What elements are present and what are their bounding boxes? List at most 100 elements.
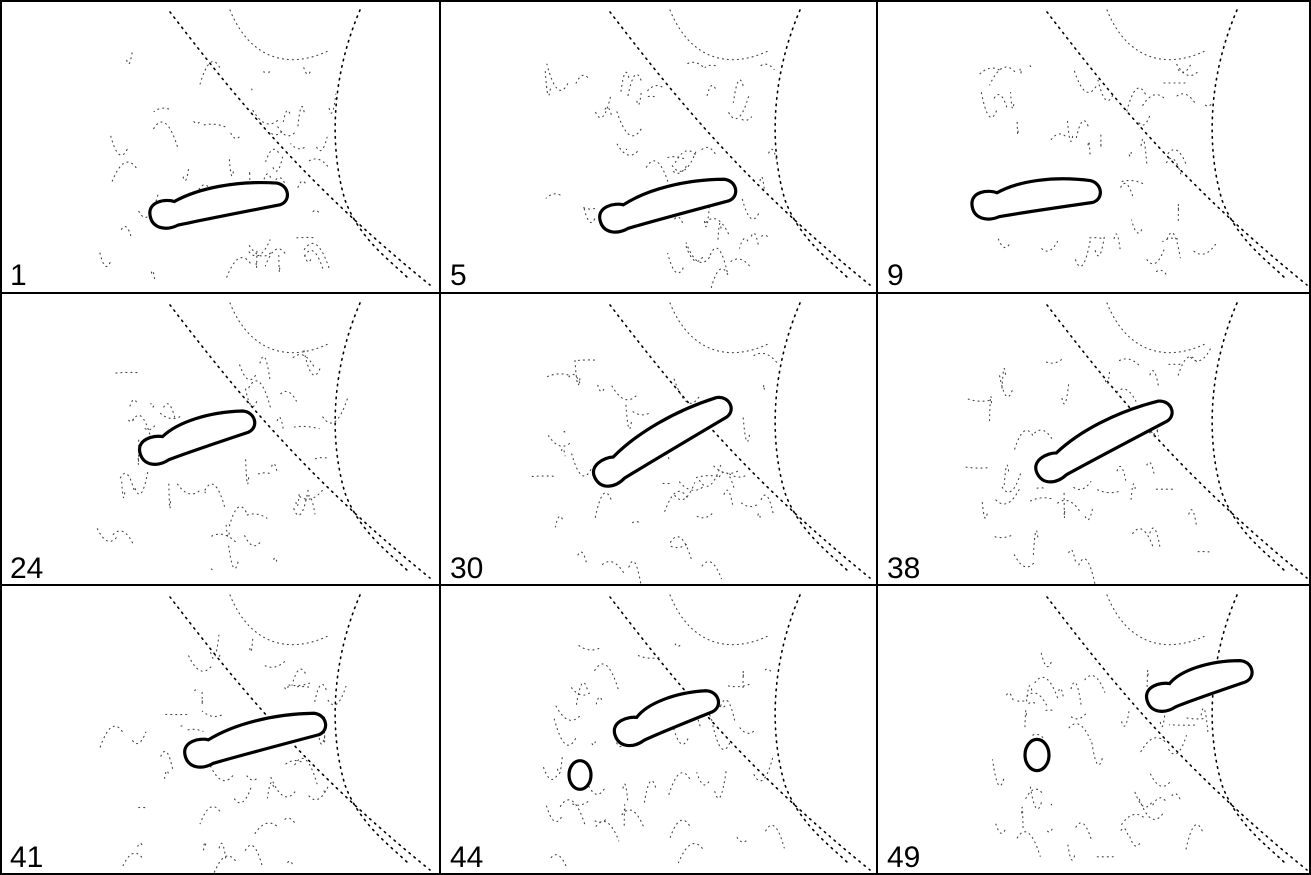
panel: 44 bbox=[450, 594, 871, 874]
dotted-cell bbox=[674, 482, 696, 501]
dotted-cell bbox=[276, 124, 295, 137]
dotted-cell bbox=[545, 804, 562, 823]
panel-label: 30 bbox=[450, 552, 483, 585]
dotted-cell bbox=[176, 482, 200, 495]
dotted-cell bbox=[1070, 681, 1083, 709]
dotted-cell bbox=[261, 173, 272, 188]
dotted-cell bbox=[668, 819, 690, 842]
dotted-cell bbox=[720, 699, 736, 725]
dotted-cell bbox=[119, 472, 135, 493]
dotted-outline bbox=[229, 9, 331, 61]
dotted-cell bbox=[202, 841, 207, 855]
dotted-cell bbox=[132, 731, 147, 745]
dotted-outline bbox=[774, 594, 851, 866]
dotted-cell bbox=[1029, 783, 1042, 810]
dotted-cell bbox=[581, 206, 596, 210]
dotted-cell bbox=[645, 160, 670, 187]
dotted-cell bbox=[1024, 709, 1027, 729]
dotted-cell bbox=[302, 65, 311, 75]
dotted-outline bbox=[229, 594, 331, 646]
cell-outline bbox=[970, 177, 1102, 221]
dotted-cell bbox=[1165, 157, 1182, 177]
dotted-cell bbox=[1146, 669, 1149, 691]
dotted-cell bbox=[120, 225, 133, 239]
dotted-cell bbox=[1162, 237, 1178, 243]
dotted-cell bbox=[128, 399, 137, 409]
dotted-cell bbox=[266, 782, 274, 799]
dotted-cell bbox=[297, 105, 305, 129]
dotted-cell bbox=[693, 475, 718, 479]
dotted-cell bbox=[322, 397, 349, 424]
dotted-cell bbox=[252, 109, 278, 125]
dotted-cell bbox=[1070, 710, 1089, 720]
dotted-cell bbox=[317, 728, 325, 745]
dotted-cell bbox=[199, 61, 221, 85]
dotted-cell bbox=[670, 542, 690, 549]
panel-label: 1 bbox=[10, 259, 27, 292]
dotted-cell bbox=[1168, 735, 1187, 755]
panel-label: 38 bbox=[887, 552, 920, 585]
dotted-cell bbox=[126, 49, 134, 65]
cell-outline bbox=[1144, 658, 1254, 713]
dotted-cell bbox=[246, 513, 268, 519]
dotted-outline bbox=[334, 302, 411, 574]
dotted-cell bbox=[625, 402, 632, 430]
dotted-cell bbox=[1029, 497, 1052, 502]
dotted-outline bbox=[774, 302, 851, 574]
dotted-cell bbox=[742, 415, 750, 443]
dotted-cell bbox=[328, 93, 337, 114]
dotted-cell bbox=[99, 725, 123, 748]
dotted-cell bbox=[1121, 708, 1130, 727]
dotted-cell bbox=[243, 533, 261, 547]
dotted-cell bbox=[245, 458, 250, 485]
dotted-cell bbox=[1104, 369, 1111, 385]
dotted-cell bbox=[568, 373, 581, 385]
dotted-outline bbox=[1211, 594, 1288, 866]
dotted-cell bbox=[761, 234, 771, 240]
dotted-cell bbox=[293, 236, 314, 239]
dotted-cell bbox=[299, 488, 325, 500]
dotted-cell bbox=[217, 652, 221, 657]
dotted-cell bbox=[750, 232, 759, 246]
dotted-cell bbox=[576, 359, 595, 362]
dotted-cell bbox=[714, 771, 727, 799]
dotted-cell bbox=[227, 542, 239, 569]
dotted-cell bbox=[1197, 550, 1213, 553]
dotted-cell bbox=[676, 478, 703, 491]
dotted-cell bbox=[208, 568, 213, 573]
dotted-outline bbox=[334, 594, 411, 866]
dotted-cell bbox=[1200, 707, 1209, 735]
dotted-cell bbox=[248, 239, 271, 257]
dotted-cell bbox=[1073, 481, 1092, 490]
panel: 30 bbox=[450, 302, 871, 586]
dotted-cell bbox=[303, 242, 330, 269]
dotted-cell bbox=[160, 750, 174, 772]
dotted-cell bbox=[995, 487, 1021, 505]
dotted-cell bbox=[542, 765, 558, 780]
dotted-cell bbox=[233, 786, 252, 804]
dotted-cell bbox=[1016, 831, 1041, 857]
panel: 24 bbox=[10, 302, 431, 585]
dotted-cell bbox=[594, 816, 609, 823]
dotted-cell bbox=[1075, 120, 1089, 142]
dotted-cell bbox=[1118, 358, 1140, 366]
dotted-cell bbox=[741, 198, 759, 220]
dotted-cell bbox=[314, 457, 327, 460]
cell-outline bbox=[1034, 399, 1174, 484]
dotted-cell bbox=[157, 411, 181, 420]
dotted-cell bbox=[698, 462, 723, 487]
dotted-cell bbox=[247, 243, 271, 257]
dotted-cell bbox=[685, 245, 703, 262]
dotted-cell bbox=[727, 682, 753, 688]
dotted-cell bbox=[1090, 739, 1103, 766]
dotted-cell bbox=[1049, 133, 1066, 142]
dotted-cell bbox=[1058, 687, 1064, 698]
dotted-cell bbox=[546, 63, 569, 91]
dotted-cell bbox=[562, 431, 566, 434]
dotted-cell bbox=[980, 91, 997, 118]
dotted-cell bbox=[992, 759, 1005, 787]
dotted-cell bbox=[1032, 530, 1039, 557]
dotted-cell bbox=[271, 463, 278, 475]
dotted-cell bbox=[182, 165, 190, 182]
